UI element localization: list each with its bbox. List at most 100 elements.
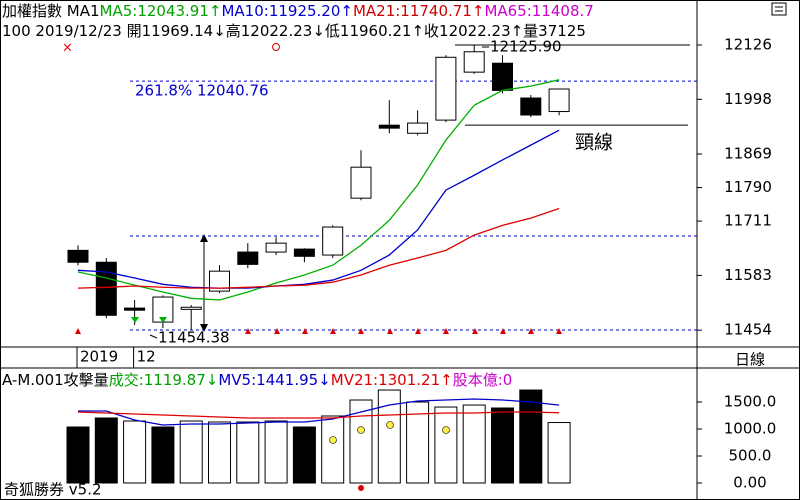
header-item: 股本億:0: [453, 371, 513, 389]
period-label: 日線: [735, 351, 765, 369]
signal-marker: [302, 328, 308, 334]
candle-body: [378, 124, 400, 129]
arrow-head: [200, 234, 208, 242]
header-item: MA21:11740.71↑: [353, 2, 484, 20]
annotation: 頸線: [575, 132, 613, 154]
header-text: A-M.001攻擊量成交:1119.87↓MV5:1441.95↓MV21:13…: [2, 371, 512, 389]
volume-bar: [406, 401, 430, 484]
candle-body: [209, 270, 230, 292]
volume-bar: [264, 420, 288, 484]
volume-bar: [292, 426, 316, 484]
candle-body: [124, 307, 146, 311]
signal-marker: [556, 328, 562, 334]
header-text: 100 2019/12/23 開11969.14↓高12022.23↓低1196…: [2, 22, 586, 40]
signal-marker: [245, 328, 251, 334]
header-item: MA5:12043.91↑: [100, 2, 222, 20]
y-tick-label: 11454: [724, 321, 772, 339]
volume-bar: [179, 420, 203, 484]
volume-bar: [547, 422, 571, 484]
y-tick-label: 12126: [724, 35, 772, 53]
signal-marker: [443, 328, 449, 334]
volume-bar: [66, 426, 90, 484]
signal-dot: [442, 426, 450, 434]
volume-bar: [321, 415, 345, 484]
candle-body: [463, 51, 485, 73]
candle-body: [492, 62, 513, 91]
leader-line: [149, 334, 158, 339]
y-tick-label: 500.0: [729, 447, 772, 465]
y-tick-label: 1500.0: [724, 393, 777, 411]
candle-body: [265, 242, 287, 253]
signal-marker: [274, 328, 280, 334]
volume-bar: [434, 406, 458, 484]
signal-dot: [386, 421, 394, 429]
header-item: MV21:1301.21↑: [331, 371, 453, 389]
signal-marker: [75, 328, 81, 334]
candle-body: [95, 261, 117, 316]
volume-bar: [377, 389, 401, 484]
volume-bar: [151, 426, 175, 484]
y-tick-label: 11583: [724, 266, 772, 284]
candle-body: [350, 166, 372, 199]
signal-marker: [131, 317, 139, 323]
candle-body: [435, 56, 457, 121]
candle-body: [407, 122, 429, 134]
header-item: 成交:1119.87↓: [109, 371, 219, 389]
volume-bar: [236, 421, 260, 484]
signal-dot: [329, 436, 337, 444]
signal-marker: [358, 328, 364, 334]
signal-o: [272, 43, 280, 51]
x-tick-label: 12: [137, 348, 156, 366]
header-item: 100 2019/12/23 開11969.14↓高12022.23↓低1196…: [2, 22, 586, 40]
window-button[interactable]: [771, 2, 787, 16]
signal-marker: [330, 328, 336, 334]
arrow-head: [200, 324, 208, 332]
y-tick-label: 11869: [724, 145, 772, 163]
y-tick-label: 11790: [724, 178, 772, 196]
candle-body: [237, 251, 259, 265]
ma-line: [77, 79, 560, 301]
candle-body: [548, 88, 570, 113]
signal-marker: [387, 328, 393, 334]
ma-line: [77, 411, 560, 419]
ma-line: [78, 398, 560, 426]
signal-marker: [415, 328, 421, 334]
ma-line: [77, 207, 560, 289]
header-item: MA10:11925.20↑: [221, 2, 352, 20]
signal-marker: [472, 328, 478, 334]
annotation: 11454.38: [158, 329, 230, 347]
volume-bar: [94, 417, 118, 484]
volume-bar: [491, 407, 514, 484]
candle-body: [322, 226, 344, 256]
signal-dot: [357, 426, 365, 434]
y-tick-label: 11998: [724, 90, 772, 108]
candle-body: [67, 249, 89, 263]
x-tick-label: 2019: [80, 348, 118, 366]
volume-bar: [123, 420, 147, 484]
volume-bar: [462, 404, 486, 484]
signal-marker: [528, 328, 534, 334]
header-item: MV5:1441.95↓: [218, 371, 330, 389]
volume-bar: [208, 421, 231, 484]
candle-body: [520, 97, 542, 116]
y-tick-label: 11711: [724, 212, 772, 230]
signal-x: ×: [62, 41, 73, 56]
ma-line: [77, 129, 560, 289]
header-text: 加權指數 MA1MA5:12043.91↑MA10:11925.20↑MA21:…: [2, 2, 594, 20]
app-name: 奇狐勝券 v5.2: [4, 481, 102, 499]
annotation: 261.8% 12040.76: [135, 82, 269, 100]
plot: 加權指數 MA1MA5:12043.91↑MA10:11925.20↑MA21:…: [2, 2, 697, 491]
signal-dot: [358, 485, 364, 491]
header-item: MA65:11408.7: [484, 2, 593, 20]
signal-marker: [500, 328, 506, 334]
header-item: A-M.001攻擊量: [2, 371, 109, 389]
signal-marker: [159, 317, 167, 323]
volume-bar: [349, 399, 373, 484]
y-tick-label: 1000.0: [724, 420, 777, 438]
header-item: 加權指數 MA1: [2, 2, 100, 20]
volume-bar: [519, 389, 543, 484]
y-tick-label: 0.00: [733, 473, 766, 491]
annotation: 12125.90: [490, 38, 562, 56]
candle-body: [293, 248, 315, 257]
